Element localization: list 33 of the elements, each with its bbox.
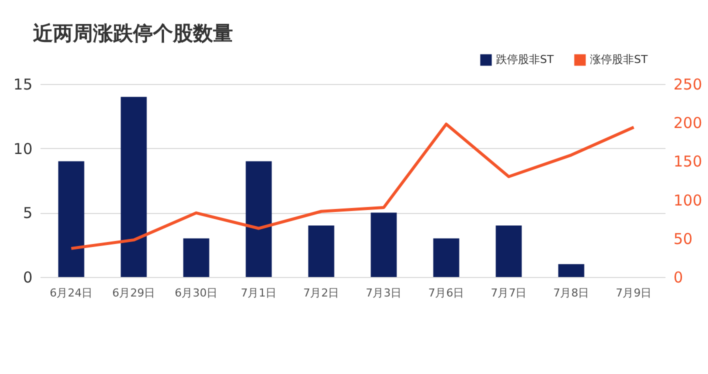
x-tick-label: 7月1日 <box>240 286 277 300</box>
x-tick-label: 6月30日 <box>174 286 218 300</box>
x-tick-label: 7月8日 <box>553 286 590 300</box>
y2-tick-label: 0 <box>674 268 684 286</box>
x-tick-label: 6月24日 <box>50 286 93 300</box>
legend-label: 涨停股非ST <box>590 53 648 66</box>
legend-label: 跌停股非ST <box>496 53 554 66</box>
y2-tick-label: 50 <box>674 230 693 248</box>
y2-tick-label: 200 <box>674 114 702 132</box>
bar <box>58 161 84 277</box>
y2-tick-label: 250 <box>674 76 702 94</box>
bar <box>246 161 272 277</box>
x-tick-label: 7月6日 <box>428 286 464 300</box>
y2-tick-label: 150 <box>674 152 702 171</box>
y-tick-label: 0 <box>22 268 32 286</box>
line-series <box>70 122 636 250</box>
bar <box>558 264 584 277</box>
x-tick-label: 7月3日 <box>366 286 402 300</box>
x-tick-label: 6月29日 <box>112 286 156 300</box>
bar <box>120 96 147 277</box>
y2-tick-label: 100 <box>674 191 702 210</box>
bar <box>308 226 334 277</box>
x-tick-label: 7月9日 <box>616 286 652 300</box>
bar <box>496 226 522 277</box>
x-tick-label: 7月7日 <box>490 286 527 300</box>
bar <box>370 212 397 277</box>
chart-title: 近两周涨跌停个股数量 <box>32 21 233 45</box>
bar <box>183 238 210 277</box>
x-tick-label: 7月2日 <box>303 286 340 300</box>
bar <box>433 238 460 277</box>
y-tick-label: 10 <box>13 140 32 158</box>
y-tick-label: 5 <box>22 204 32 222</box>
y-tick-label: 15 <box>13 76 32 94</box>
